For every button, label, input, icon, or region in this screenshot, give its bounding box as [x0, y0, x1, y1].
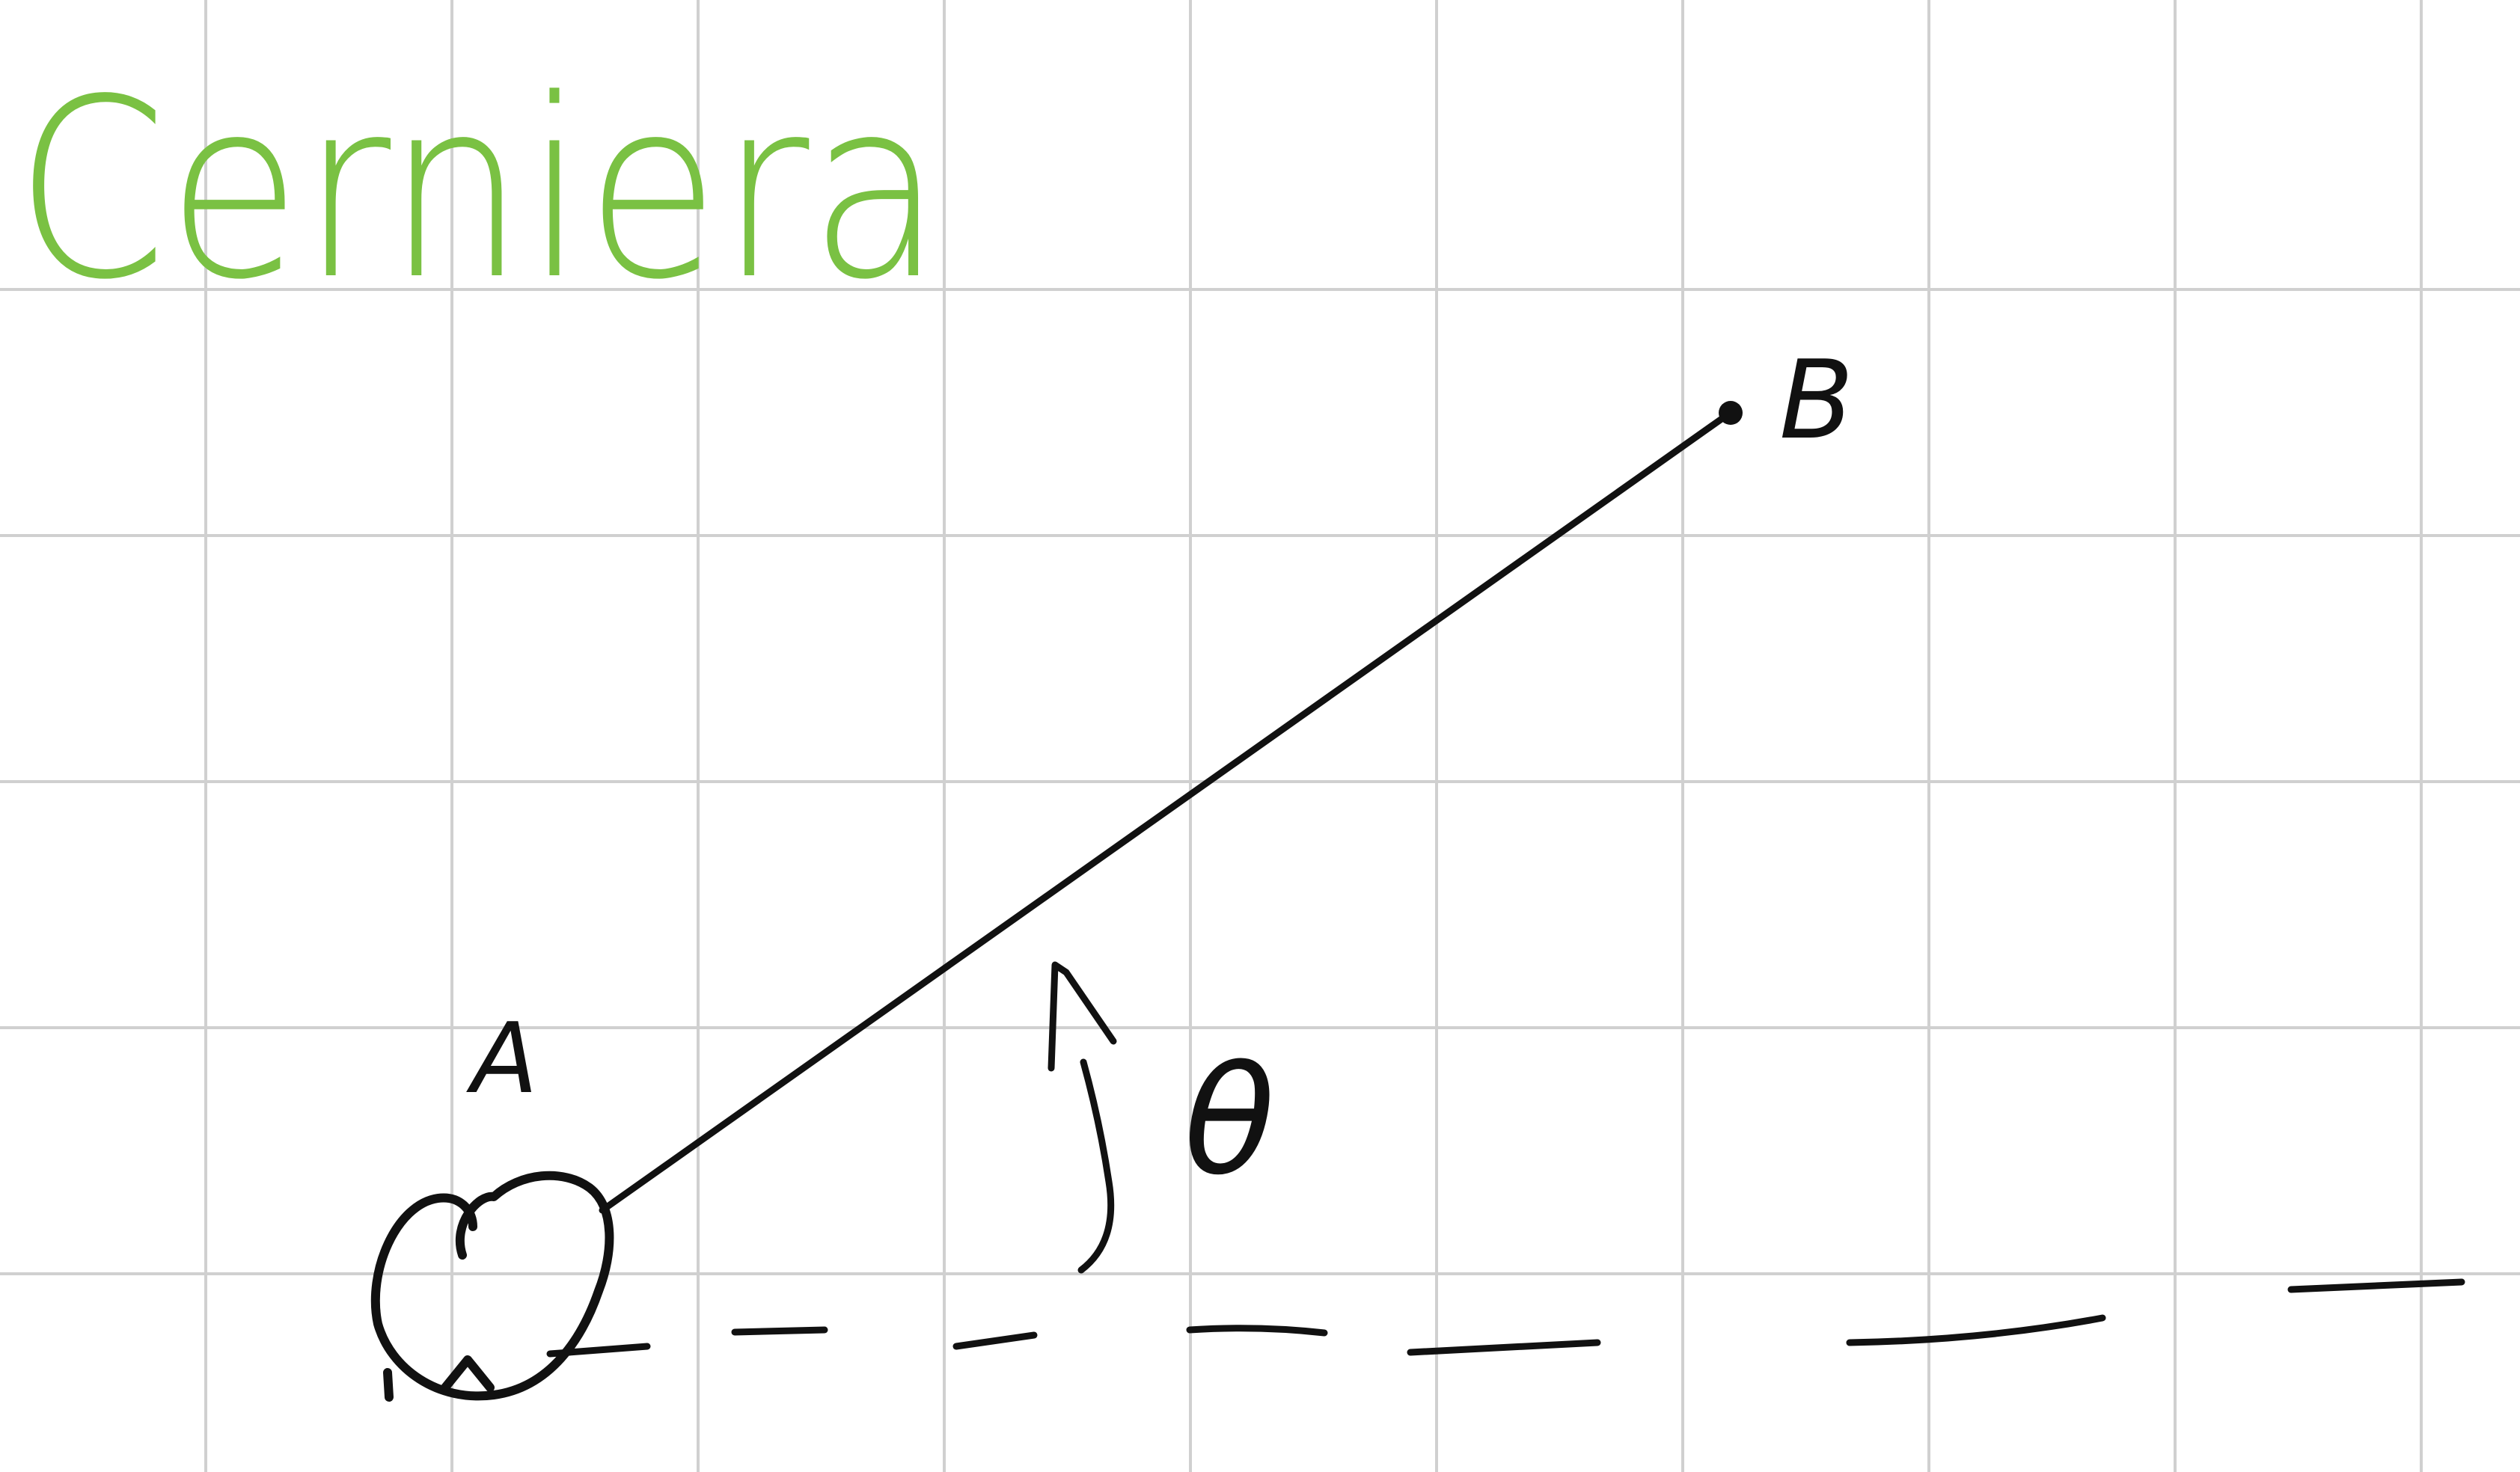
angle-theta-label: θ: [1184, 1034, 1275, 1209]
angle-arrowhead: [1048, 961, 1117, 1072]
point-a-label: A: [466, 1002, 538, 1115]
point-b-marker: [1719, 401, 1743, 425]
dash-segment: [1186, 1325, 1328, 1337]
hinge-circle: [370, 1171, 614, 1401]
dash-segment: [952, 1331, 1038, 1350]
angle-arrow-icon: [1048, 961, 1117, 1274]
point-b-label: B: [1779, 337, 1853, 464]
hinge-support: [383, 1355, 495, 1402]
dash-segment: [1846, 1314, 2106, 1346]
dash-segment: [2287, 1278, 2465, 1293]
rod-ab: [599, 406, 1738, 1214]
angle-arc: [1077, 1058, 1115, 1274]
hinge-pivot-icon: [370, 1171, 614, 1402]
dash-segment: [1407, 1339, 1601, 1356]
diagram-title: Cerniera: [15, 46, 943, 334]
dash-segment: [731, 1326, 828, 1336]
